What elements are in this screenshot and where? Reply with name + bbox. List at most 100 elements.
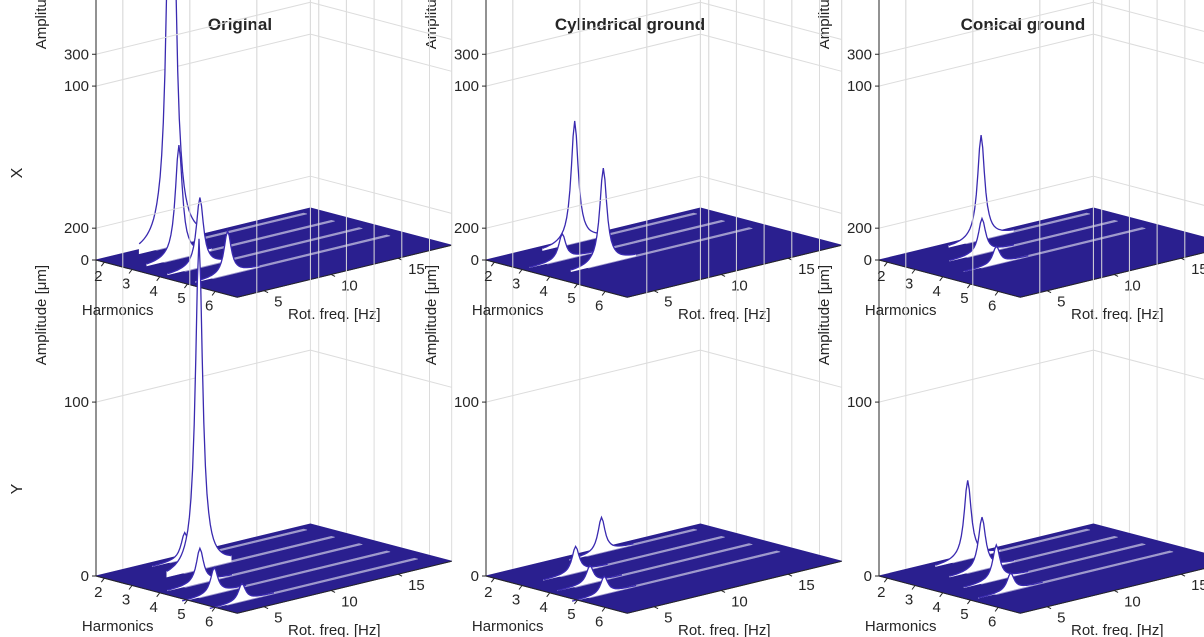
y-axis bbox=[627, 244, 842, 298]
grid-line bbox=[1093, 349, 1204, 380]
z-axis-label: Amplitude [μm] bbox=[423, 265, 440, 365]
z-tick-label: 0 bbox=[864, 568, 872, 585]
grid-line bbox=[878, 33, 1094, 87]
x-tick bbox=[546, 592, 551, 598]
grid-line bbox=[878, 349, 1094, 403]
x-tick-label: 4 bbox=[150, 283, 158, 300]
grid-line bbox=[878, 1, 1094, 55]
x-tick-label: 4 bbox=[150, 599, 158, 616]
y-tick-label: 10 bbox=[341, 593, 358, 610]
grid-line bbox=[485, 33, 701, 87]
x-tick-label: 6 bbox=[595, 297, 603, 314]
grid-line bbox=[95, 33, 311, 87]
y-axis bbox=[1020, 252, 1204, 298]
x-axis-label: Harmonics bbox=[472, 302, 544, 319]
x-tick bbox=[184, 283, 188, 289]
x-tick bbox=[128, 585, 133, 590]
x-tick-label: 4 bbox=[933, 599, 941, 616]
grid-line bbox=[1093, 175, 1204, 206]
y-tick bbox=[397, 573, 403, 577]
grid-line bbox=[310, 33, 452, 72]
grid-line bbox=[700, 175, 842, 214]
z-tick-label: 0 bbox=[81, 568, 89, 585]
peak-line bbox=[167, 546, 233, 591]
x-axis bbox=[878, 259, 1021, 298]
peak-line bbox=[569, 515, 634, 561]
peak-line bbox=[570, 168, 636, 271]
peak-line bbox=[949, 216, 1015, 262]
y-tick bbox=[1180, 573, 1186, 577]
x-tick-label: 2 bbox=[484, 584, 492, 601]
x-tick-label: 2 bbox=[94, 584, 102, 601]
x-axis bbox=[485, 259, 628, 298]
x-axis-label: Harmonics bbox=[82, 302, 154, 319]
x-tick-label: 5 bbox=[960, 606, 968, 623]
grid-line bbox=[1093, 1, 1204, 32]
x-tick-label: 5 bbox=[567, 290, 575, 307]
peak-line bbox=[542, 120, 607, 249]
y-tick bbox=[787, 573, 793, 577]
y-tick-label: 5 bbox=[1057, 294, 1065, 311]
y-tick bbox=[1046, 606, 1052, 610]
x-tick bbox=[156, 592, 161, 598]
x-tick-label: 3 bbox=[905, 275, 913, 292]
x-tick-label: 5 bbox=[960, 290, 968, 307]
x-tick-label: 2 bbox=[877, 268, 885, 285]
x-tick-label: 3 bbox=[905, 591, 913, 608]
y-tick-label: 10 bbox=[731, 277, 748, 294]
x-tick-label: 3 bbox=[122, 275, 130, 292]
y-axis-label: Rot. freq. [Hz] bbox=[288, 622, 381, 637]
x-tick-label: 6 bbox=[205, 297, 213, 314]
grid-line bbox=[878, 175, 1094, 229]
y-axis bbox=[237, 244, 452, 298]
x-tick bbox=[100, 577, 105, 583]
y-axis bbox=[237, 560, 452, 614]
x-tick bbox=[518, 269, 523, 274]
x-tick bbox=[883, 261, 888, 267]
x-tick bbox=[967, 283, 971, 289]
peak-line bbox=[529, 232, 595, 268]
x-tick bbox=[911, 585, 916, 590]
peak-line bbox=[963, 543, 1029, 588]
x-tick bbox=[490, 577, 495, 583]
z-tick-label: 0 bbox=[471, 568, 479, 585]
grid-line bbox=[1093, 33, 1204, 64]
y-tick bbox=[263, 606, 269, 610]
x-tick bbox=[128, 269, 133, 274]
y-tick-label: 15 bbox=[798, 577, 815, 594]
peak-line bbox=[948, 135, 1014, 247]
row-label-x: X bbox=[9, 167, 26, 178]
peak-line bbox=[166, 238, 232, 572]
x-tick bbox=[490, 261, 495, 267]
y-tick-label: 10 bbox=[341, 277, 358, 294]
grid-line bbox=[700, 1, 842, 40]
y-tick bbox=[330, 274, 336, 277]
x-tick-label: 5 bbox=[567, 606, 575, 623]
y-tick bbox=[263, 290, 269, 294]
y-tick bbox=[720, 274, 726, 277]
column-title-original: Original bbox=[208, 15, 272, 34]
y-tick-label: 5 bbox=[274, 610, 282, 627]
x-tick bbox=[518, 585, 523, 590]
x-tick bbox=[546, 276, 551, 282]
x-tick-label: 6 bbox=[205, 613, 213, 630]
z-tick-label: 0 bbox=[864, 252, 872, 269]
x-tick bbox=[100, 261, 105, 267]
y-tick-label: 15 bbox=[798, 261, 815, 278]
x-tick bbox=[211, 291, 216, 296]
z-tick-label: 100 bbox=[64, 78, 89, 95]
peak-line bbox=[138, 0, 204, 245]
y-axis-label: Rot. freq. [Hz] bbox=[288, 306, 381, 323]
grid-line bbox=[310, 349, 452, 388]
z-tick-label: 0 bbox=[81, 252, 89, 269]
z-tick-label: 100 bbox=[847, 394, 872, 411]
y-tick-label: 10 bbox=[1124, 277, 1141, 294]
z-tick-label: 100 bbox=[64, 394, 89, 411]
y-axis-label: Rot. freq. [Hz] bbox=[678, 306, 771, 323]
peak-line bbox=[949, 516, 1015, 577]
x-axis-label: Harmonics bbox=[865, 618, 937, 635]
